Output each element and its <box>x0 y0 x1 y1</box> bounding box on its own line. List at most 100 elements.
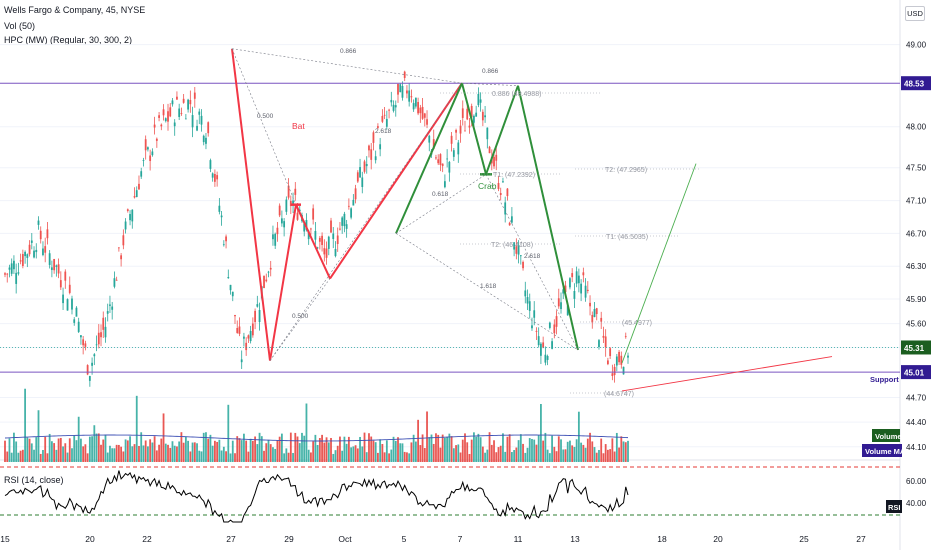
candle-body <box>397 83 399 95</box>
price-tick-label: 45.60 <box>906 320 927 329</box>
volume-bar <box>443 437 446 462</box>
candle-body <box>44 246 47 253</box>
bat-leg <box>329 82 463 280</box>
candle-body <box>216 175 219 180</box>
volume-bar <box>238 438 241 462</box>
candle-body <box>249 331 252 342</box>
volume-bar <box>256 444 259 462</box>
candle-body <box>622 366 625 375</box>
volume-bar <box>394 440 397 462</box>
volume-bar <box>207 438 210 462</box>
volume-bar <box>354 445 357 462</box>
candle-body <box>600 317 603 322</box>
volume-bar <box>231 440 234 462</box>
volume-bar <box>171 441 174 462</box>
candle-body <box>312 208 315 220</box>
candle-body <box>35 249 38 253</box>
candle-body <box>17 272 20 274</box>
candle-body <box>544 354 547 363</box>
volume-legend[interactable]: Vol (50) <box>4 21 36 31</box>
candle-body <box>339 228 341 230</box>
candle-body <box>254 310 256 322</box>
candle-body <box>133 196 136 198</box>
candle-body <box>334 249 337 257</box>
time-tick-label: 13 <box>570 534 580 544</box>
candle-body <box>182 98 185 103</box>
volume-bar <box>325 437 328 462</box>
time-tick-label: 15 <box>0 534 10 544</box>
volume-bar <box>544 432 547 462</box>
volume-bar <box>187 440 190 462</box>
candle-body <box>566 305 569 316</box>
candle-body <box>213 173 216 182</box>
candle-body <box>66 299 69 311</box>
candle-body <box>506 188 509 197</box>
volume-bar <box>426 411 428 462</box>
candle-body <box>274 233 277 246</box>
volume-bar <box>104 434 107 462</box>
volume-bar <box>93 425 96 462</box>
volume-bar <box>468 453 471 462</box>
volume-bar <box>470 439 473 462</box>
candle-body <box>582 272 585 276</box>
candle-body <box>256 304 259 307</box>
volume-bar <box>479 437 482 462</box>
candle-body <box>374 156 377 161</box>
fib-ratio-label: 0.500 <box>292 313 309 320</box>
candle-body <box>33 250 35 258</box>
candle-body <box>437 159 440 164</box>
support-label: Support <box>870 375 899 384</box>
harmonic-patterns: Bat Crab 0.866 0.500 2.618 0.500 0.866 0.618 2.6… <box>231 48 906 457</box>
volume-bar <box>624 442 627 462</box>
price-tick-label: 45.90 <box>906 295 927 304</box>
target-label: T1: (46.5035) <box>606 234 648 241</box>
candle-body <box>352 199 355 206</box>
candle-body <box>10 263 13 274</box>
candle-body <box>468 125 471 128</box>
volume-bar <box>577 411 580 462</box>
candlesticks <box>4 70 629 387</box>
bat-pattern-label: Bat <box>292 121 305 131</box>
volume-bar <box>423 448 426 462</box>
candle-body <box>82 339 85 346</box>
rsi-badge-bg <box>886 500 902 513</box>
volume-bar <box>91 436 93 462</box>
price-label-box <box>901 340 931 355</box>
candle-body <box>39 230 42 240</box>
candle-body <box>553 324 556 334</box>
volume-bar <box>615 432 618 462</box>
volume-bar <box>484 452 486 462</box>
rsi-legend[interactable]: RSI (14, close) <box>4 475 64 485</box>
bat-ratio-line <box>231 48 463 84</box>
candle-body <box>432 139 435 150</box>
volume-bar <box>403 451 406 462</box>
candle-body <box>421 106 424 119</box>
harmonic-pattern-legend[interactable]: HPC (MW) (Regular, 30, 300, 2) <box>4 35 133 45</box>
volume-bar <box>243 433 245 462</box>
volume-bar <box>475 436 478 462</box>
volume-bar <box>347 436 350 462</box>
candle-body <box>178 108 181 117</box>
volume-bar <box>388 453 390 462</box>
candle-body <box>222 244 225 246</box>
volume-bar <box>555 451 558 462</box>
candle-body <box>526 297 529 304</box>
candle-body <box>180 113 183 115</box>
volume-bar <box>486 449 489 462</box>
symbol-legend[interactable]: Wells Fargo & Company, 45, NYSE <box>4 5 146 15</box>
volume-bar <box>131 446 134 462</box>
currency-label[interactable]: USD <box>905 6 925 21</box>
volume-bar <box>546 449 549 462</box>
volume-bar <box>551 435 553 462</box>
volume-bar <box>575 439 578 462</box>
volume-bar <box>327 442 330 462</box>
candle-body <box>607 360 609 365</box>
volume-bar <box>464 433 466 462</box>
volume-bar <box>59 437 62 462</box>
volume-bar <box>569 440 571 462</box>
volume-bar <box>446 436 449 462</box>
candle-body <box>202 135 205 143</box>
candle-body <box>419 107 422 114</box>
candle-body <box>131 209 134 222</box>
